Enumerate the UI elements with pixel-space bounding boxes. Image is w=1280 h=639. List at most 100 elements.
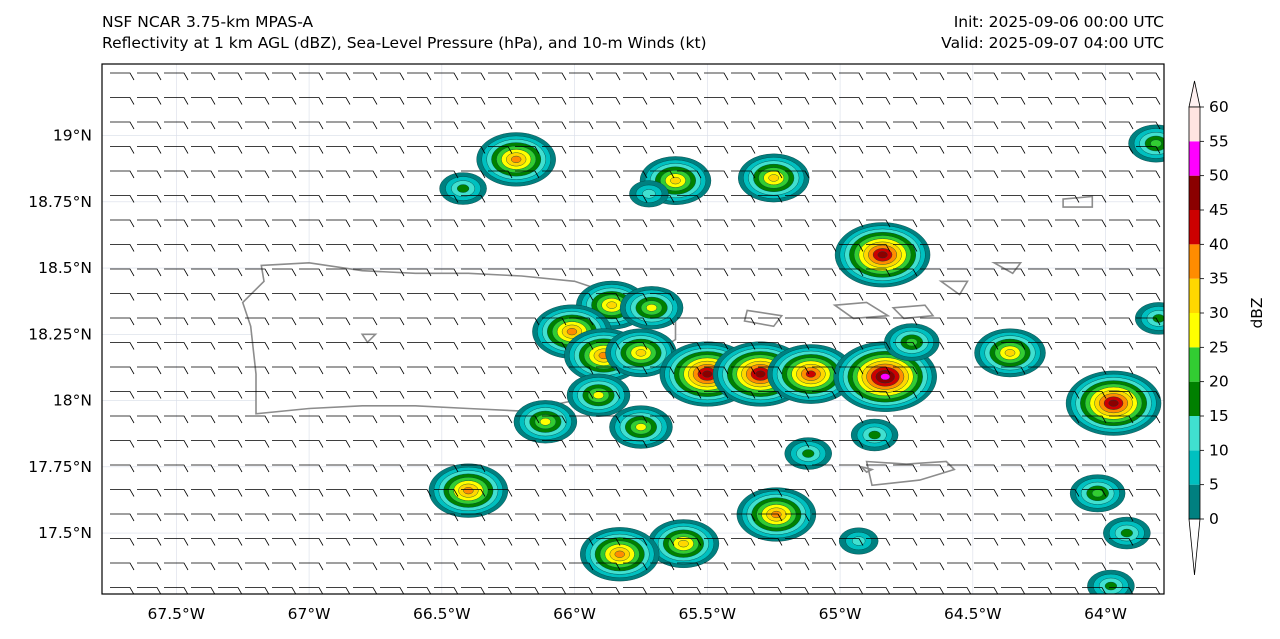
wind-barb — [704, 489, 729, 497]
wind-barb — [893, 538, 918, 546]
wind-barb — [218, 97, 243, 105]
wind-barb — [974, 391, 999, 399]
wind-barb — [434, 366, 459, 375]
wind-barb — [785, 121, 810, 130]
reflectivity-contour — [768, 174, 779, 182]
wind-barb — [839, 244, 864, 252]
wind-barb — [299, 293, 324, 301]
wind-barb — [515, 538, 540, 546]
wind-barb — [785, 415, 810, 424]
wind-barb — [353, 366, 378, 375]
wind-barb — [380, 440, 405, 448]
wind-barb — [650, 342, 675, 350]
wind-barb — [164, 268, 189, 277]
wind-barb — [380, 97, 405, 105]
wind-barb — [947, 72, 972, 81]
wind-barb — [461, 562, 486, 571]
wind-barb — [650, 195, 675, 203]
wind-barb — [947, 146, 972, 154]
wind-barb — [515, 293, 540, 301]
wind-barb — [758, 317, 783, 326]
wind-barb — [650, 562, 675, 571]
wind-barb — [1028, 562, 1053, 571]
wind-barb — [1109, 513, 1134, 522]
storm-cell — [566, 373, 631, 417]
st-thomas-coastline — [832, 301, 891, 320]
reflectivity-contour — [802, 449, 815, 458]
wind-barb — [461, 317, 486, 326]
wind-barb — [245, 513, 270, 522]
wind-barb — [1028, 244, 1053, 252]
wind-barb — [407, 293, 432, 301]
wind-barb — [1136, 293, 1161, 301]
wind-barb — [704, 72, 729, 81]
wind-barb — [839, 366, 864, 375]
wind-barb — [245, 464, 270, 473]
wind-barb — [650, 440, 675, 448]
colorbar-segment — [1189, 381, 1200, 416]
wind-barb — [1136, 219, 1161, 228]
wind-barb — [380, 170, 405, 179]
storm-cell — [834, 222, 931, 288]
wind-barb — [191, 219, 216, 228]
wind-barb — [812, 317, 837, 326]
wind-barb — [407, 513, 432, 522]
wind-barb — [596, 538, 621, 546]
wind-barb — [1001, 587, 1026, 594]
wind-barb — [569, 587, 594, 594]
wind-barb — [1001, 170, 1026, 179]
wind-barb — [920, 513, 945, 522]
wind-barb — [1082, 489, 1107, 497]
wind-barb — [1109, 440, 1134, 448]
reflectivity-contour — [593, 391, 604, 400]
wind-barb — [191, 562, 216, 571]
wind-barb — [515, 195, 540, 203]
wind-barb — [218, 464, 243, 473]
reflectivity-contour — [635, 349, 647, 357]
wind-barb — [299, 121, 324, 130]
wind-barb — [1082, 121, 1107, 130]
reflectivity-contour — [511, 155, 522, 163]
wind-barb — [812, 146, 837, 154]
wind-barb — [245, 244, 270, 252]
wind-barb — [164, 72, 189, 81]
wind-barb — [1001, 268, 1026, 277]
wind-barb — [272, 146, 297, 154]
wind-barb — [1055, 170, 1080, 179]
wind-barb — [839, 72, 864, 81]
reflectivity-contour — [606, 301, 618, 309]
wind-barb — [596, 97, 621, 105]
wind-barb — [110, 538, 135, 546]
wind-barb — [623, 391, 648, 399]
wind-barb — [623, 195, 648, 203]
wind-barb — [947, 342, 972, 350]
wind-barb — [434, 587, 459, 594]
wind-barb — [920, 415, 945, 424]
wind-barb — [515, 513, 540, 522]
wind-barb — [1028, 513, 1053, 522]
storm-cell — [974, 328, 1046, 378]
wind-barb — [272, 440, 297, 448]
wind-barb — [785, 538, 810, 546]
wind-barb — [569, 562, 594, 571]
wind-barb — [461, 219, 486, 228]
wind-barb — [245, 415, 270, 424]
wind-barb — [947, 562, 972, 571]
wind-barb — [1082, 415, 1107, 424]
reflectivity-contour — [877, 251, 888, 259]
wind-barb — [137, 538, 162, 546]
wind-barb — [299, 219, 324, 228]
wind-barb — [164, 146, 189, 154]
wind-barb — [137, 219, 162, 228]
wind-barb — [434, 513, 459, 522]
wind-barb — [245, 146, 270, 154]
reflectivity-contour — [670, 176, 681, 185]
wind-barb — [947, 170, 972, 179]
wind-barb — [866, 195, 891, 203]
wind-barb — [974, 97, 999, 105]
wind-barb — [920, 219, 945, 228]
wind-barb — [353, 391, 378, 399]
wind-barb — [299, 366, 324, 375]
wind-barb — [434, 72, 459, 81]
